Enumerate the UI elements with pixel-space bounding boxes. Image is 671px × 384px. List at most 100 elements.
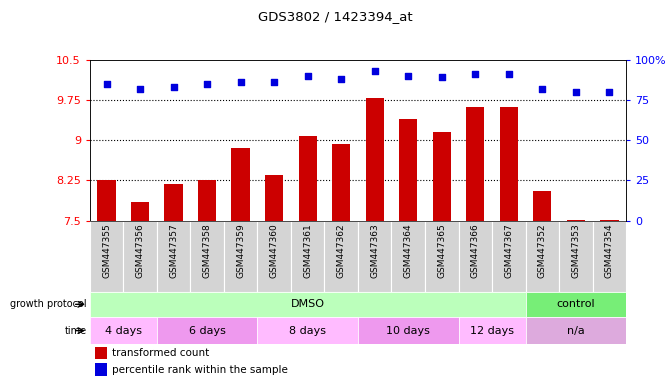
Text: transformed count: transformed count — [113, 348, 209, 358]
Bar — [191, 221, 224, 292]
Bar — [123, 60, 157, 221]
Text: GSM447358: GSM447358 — [203, 223, 211, 278]
Text: GSM447367: GSM447367 — [505, 223, 513, 278]
Bar — [90, 292, 525, 317]
Bar — [458, 60, 492, 221]
Bar — [358, 221, 391, 292]
Bar — [123, 221, 157, 292]
Bar — [198, 180, 217, 221]
Text: DMSO: DMSO — [291, 299, 325, 310]
Bar — [492, 60, 525, 221]
Bar — [258, 317, 358, 344]
Text: GSM447357: GSM447357 — [169, 223, 178, 278]
Bar — [592, 60, 626, 221]
Bar — [366, 98, 384, 221]
Text: GSM447356: GSM447356 — [136, 223, 145, 278]
Bar — [258, 60, 291, 221]
Bar — [157, 317, 258, 344]
Bar — [399, 119, 417, 221]
Bar — [299, 136, 317, 221]
Bar — [95, 347, 107, 359]
Point — [436, 74, 447, 80]
Bar — [95, 363, 107, 376]
Text: GSM447363: GSM447363 — [370, 223, 379, 278]
Bar — [458, 317, 525, 344]
Bar — [592, 221, 626, 292]
Text: 10 days: 10 days — [386, 326, 430, 336]
Bar — [525, 292, 626, 317]
Bar — [325, 60, 358, 221]
Bar — [391, 221, 425, 292]
Bar — [525, 60, 559, 221]
Text: 4 days: 4 days — [105, 326, 142, 336]
Bar — [566, 220, 585, 221]
Bar — [458, 221, 492, 292]
Point — [537, 86, 548, 92]
Text: time: time — [64, 326, 87, 336]
Point — [269, 79, 280, 85]
Point — [336, 76, 347, 82]
Text: control: control — [556, 299, 595, 310]
Bar — [325, 221, 358, 292]
Point — [503, 71, 514, 77]
Bar — [525, 317, 626, 344]
Text: GSM447353: GSM447353 — [571, 223, 580, 278]
Text: GSM447354: GSM447354 — [605, 223, 614, 278]
Point — [604, 89, 615, 95]
Bar — [332, 144, 350, 221]
Bar — [157, 221, 191, 292]
Bar — [224, 221, 258, 292]
Bar — [191, 60, 224, 221]
Point — [202, 81, 213, 87]
Text: 6 days: 6 days — [189, 326, 225, 336]
Text: GSM447361: GSM447361 — [303, 223, 312, 278]
Bar — [164, 184, 183, 221]
Bar — [425, 60, 458, 221]
Bar — [391, 60, 425, 221]
Text: GSM447359: GSM447359 — [236, 223, 245, 278]
Text: growth protocol: growth protocol — [10, 299, 87, 310]
Bar — [231, 148, 250, 221]
Text: GSM447365: GSM447365 — [437, 223, 446, 278]
Bar — [90, 60, 123, 221]
Bar — [291, 221, 325, 292]
Bar — [90, 317, 157, 344]
Point — [101, 81, 112, 87]
Bar — [559, 221, 592, 292]
Bar — [525, 221, 559, 292]
Text: n/a: n/a — [567, 326, 584, 336]
Text: 12 days: 12 days — [470, 326, 514, 336]
Point — [236, 79, 246, 85]
Bar — [265, 175, 283, 221]
Bar — [499, 107, 518, 221]
Bar — [97, 180, 116, 221]
Bar — [90, 221, 123, 292]
Text: GSM447364: GSM447364 — [404, 223, 413, 278]
Text: GSM447362: GSM447362 — [337, 223, 346, 278]
Point — [470, 71, 480, 77]
Text: percentile rank within the sample: percentile rank within the sample — [113, 364, 289, 374]
Text: GSM447360: GSM447360 — [270, 223, 278, 278]
Bar — [559, 60, 592, 221]
Text: 8 days: 8 days — [289, 326, 326, 336]
Point — [135, 86, 146, 92]
Text: GSM447352: GSM447352 — [537, 223, 547, 278]
Bar — [358, 317, 458, 344]
Bar — [224, 60, 258, 221]
Bar — [291, 60, 325, 221]
Bar — [358, 60, 391, 221]
Point — [168, 84, 179, 90]
Bar — [600, 220, 619, 221]
Text: GSM447355: GSM447355 — [102, 223, 111, 278]
Bar — [533, 191, 552, 221]
Bar — [258, 221, 291, 292]
Bar — [492, 221, 525, 292]
Text: GSM447366: GSM447366 — [471, 223, 480, 278]
Text: GDS3802 / 1423394_at: GDS3802 / 1423394_at — [258, 10, 413, 23]
Bar — [131, 202, 150, 221]
Bar — [466, 107, 484, 221]
Bar — [425, 221, 458, 292]
Point — [369, 68, 380, 74]
Point — [570, 89, 581, 95]
Point — [303, 73, 313, 79]
